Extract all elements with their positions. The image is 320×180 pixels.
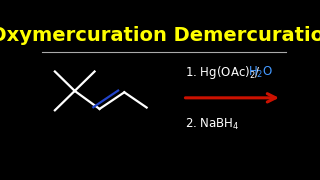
- Text: 1. $\mathrm{Hg(OAc)_2}$/: 1. $\mathrm{Hg(OAc)_2}$/: [185, 64, 261, 81]
- Text: Oxymercuration Demercuration: Oxymercuration Demercuration: [0, 26, 320, 45]
- Text: $\mathrm{H_2O}$: $\mathrm{H_2O}$: [248, 65, 274, 80]
- Text: 2. $\mathrm{NaBH_4}$: 2. $\mathrm{NaBH_4}$: [185, 117, 240, 132]
